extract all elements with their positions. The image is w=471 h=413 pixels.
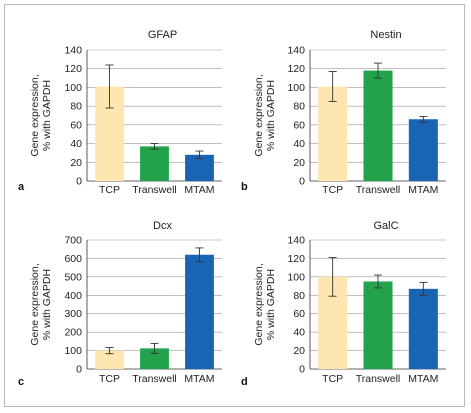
chart-title: Nestin xyxy=(370,29,401,41)
y-tick-label: 0 xyxy=(76,364,82,376)
panel-letter: d xyxy=(241,376,248,388)
error-bar-transwell xyxy=(150,143,159,150)
y-tick-label: 500 xyxy=(64,271,82,283)
x-category-label: MTAM xyxy=(408,184,438,196)
bar-transwell xyxy=(363,70,393,181)
y-axis-label: % with GAPDH xyxy=(41,80,53,151)
y-tick-label: 40 xyxy=(70,138,82,150)
y-tick-label: 80 xyxy=(70,101,82,113)
y-tick-label: 80 xyxy=(293,290,305,302)
y-axis-label: % with GAPDH xyxy=(265,269,277,340)
bar-transwell xyxy=(140,348,169,369)
chart-panel-b: 0 20 40 60 80 100 120 140 TCP Transwell MTAM Nestin… xyxy=(241,29,446,196)
error-bar-tcp xyxy=(328,71,337,102)
x-category-label: Transwell xyxy=(132,373,177,385)
y-tick-label: 600 xyxy=(64,253,82,265)
y-axis-label: % with GAPDH xyxy=(265,80,277,151)
y-tick-label: 100 xyxy=(64,345,82,357)
error-bar-transwell xyxy=(150,342,159,354)
y-tick-label: 0 xyxy=(76,176,82,188)
y-tick-label: 140 xyxy=(287,45,305,57)
x-category-label: TCP xyxy=(99,184,120,196)
x-category-label: TCP xyxy=(322,373,343,385)
x-category-label: TCP xyxy=(322,184,343,196)
y-axis-label: Gene expression, xyxy=(253,263,265,345)
error-bar-mtam xyxy=(419,281,428,296)
bar-mtam xyxy=(185,254,214,369)
error-bar-mtam xyxy=(195,150,204,159)
y-axis-label: Gene expression, xyxy=(29,263,41,345)
y-tick-label: 400 xyxy=(64,290,82,302)
chart-panel-d: 0 20 40 60 80 100 120 140 TCP Transwell MTAM GalC Ge… xyxy=(241,220,446,388)
x-category-label: Transwell xyxy=(356,373,401,385)
y-tick-label: 0 xyxy=(299,176,305,188)
y-tick-label: 300 xyxy=(64,308,82,320)
error-bar-tcp xyxy=(105,64,114,109)
bar-tcp xyxy=(95,350,124,369)
y-axis-label: Gene expression, xyxy=(253,74,265,156)
x-category-label: MTAM xyxy=(184,184,214,196)
x-category-label: MTAM xyxy=(184,373,214,385)
y-tick-label: 140 xyxy=(64,45,82,57)
chart-panel-c: 0 100 200 300 400 500 600 700 TCP Transwell MTAM Dc… xyxy=(18,220,222,388)
y-axis-label: Gene expression, xyxy=(29,74,41,156)
y-tick-label: 200 xyxy=(64,327,82,339)
bar-transwell xyxy=(363,281,393,369)
y-tick-label: 20 xyxy=(70,157,82,169)
figure-frame xyxy=(4,4,465,407)
error-bar-transwell xyxy=(374,274,382,289)
bar-mtam xyxy=(408,288,438,369)
bar-transwell xyxy=(140,146,169,181)
y-tick-label: 60 xyxy=(293,308,305,320)
chart-panel-a: 0 20 40 60 80 100 120 140 TCP Transwell MTAM GFAP Ge… xyxy=(18,29,222,196)
error-bar-transwell xyxy=(374,62,382,79)
y-tick-label: 40 xyxy=(293,327,305,339)
bar-mtam xyxy=(185,154,214,181)
x-category-label: MTAM xyxy=(408,373,438,385)
y-tick-label: 700 xyxy=(64,235,82,247)
panel-letter: a xyxy=(18,181,25,193)
y-tick-label: 120 xyxy=(287,63,305,75)
error-bar-tcp xyxy=(105,346,114,355)
y-axis-label: % with GAPDH xyxy=(41,269,53,340)
panel-letter: b xyxy=(241,181,248,193)
x-category-label: Transwell xyxy=(356,184,401,196)
y-tick-label: 120 xyxy=(287,253,305,265)
y-tick-label: 100 xyxy=(64,82,82,94)
x-category-label: TCP xyxy=(99,373,120,385)
y-tick-label: 60 xyxy=(293,119,305,131)
y-tick-label: 140 xyxy=(287,235,305,247)
y-tick-label: 20 xyxy=(293,345,305,357)
y-tick-label: 120 xyxy=(64,63,82,75)
y-tick-label: 100 xyxy=(287,82,305,94)
error-bar-mtam xyxy=(419,115,428,123)
x-category-label: Transwell xyxy=(132,184,177,196)
bar-mtam xyxy=(408,119,438,181)
y-tick-label: 0 xyxy=(299,364,305,376)
chart-title: GFAP xyxy=(148,29,177,41)
y-tick-label: 40 xyxy=(293,138,305,150)
y-tick-label: 60 xyxy=(70,119,82,131)
y-tick-label: 80 xyxy=(293,101,305,113)
bar-tcp xyxy=(318,86,348,181)
y-tick-label: 100 xyxy=(287,271,305,283)
chart-title: Dcx xyxy=(153,220,172,232)
y-tick-label: 20 xyxy=(293,157,305,169)
error-bar-tcp xyxy=(328,257,337,297)
error-bar-mtam xyxy=(195,247,204,263)
panel-letter: c xyxy=(18,376,24,388)
chart-title: GalC xyxy=(373,220,398,232)
